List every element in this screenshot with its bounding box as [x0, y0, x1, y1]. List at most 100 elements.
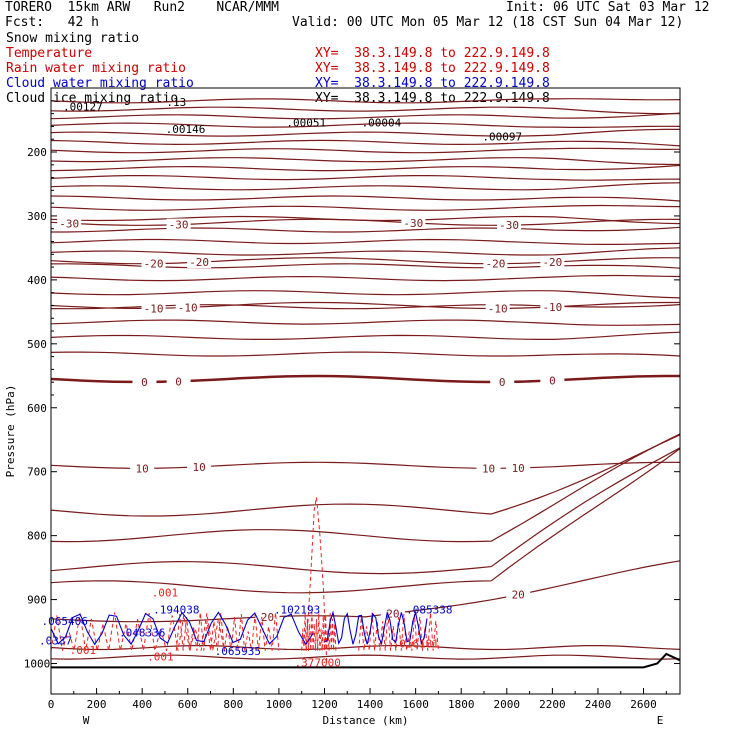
isotherm-line: [50, 274, 681, 282]
isotherm-label: -20: [189, 256, 209, 269]
y-tick-label: 400: [27, 274, 47, 287]
isotherm-label: 10: [136, 462, 149, 475]
isotherm-label-bg: [483, 257, 508, 270]
x-end-label-west: W: [83, 714, 90, 727]
isotherm-label: -30: [403, 217, 423, 230]
rain-value-label: .016181: [392, 638, 438, 651]
y-tick-label: 500: [27, 338, 47, 351]
isotherm-label: -10: [488, 302, 508, 315]
field-temperature: Temperature: [6, 46, 93, 61]
isotherm-layer: -30 -30 -30 -30 -20 -20 -20 -20 -10 -10 -10 -10 0 0 0 0…: [50, 98, 681, 660]
isotherm-line: [50, 434, 681, 517]
x-tick-label: 2400: [585, 698, 612, 711]
y-axis-label: Pressure (hPa): [4, 385, 17, 478]
isotherm-label-bg: [490, 375, 515, 388]
rain-value-label: .377000: [294, 657, 340, 670]
isotherm-line: [50, 247, 681, 256]
isotherm-line: [50, 112, 681, 120]
isotherm-label-bg: [166, 218, 191, 231]
plot-frame: [50, 87, 681, 695]
ice-value-label: .00146: [166, 123, 206, 136]
isotherm-line: [50, 351, 681, 357]
x-tick-label: 800: [223, 698, 243, 711]
field-rain-xy: XY= 38.3.149.8 to 222.9.149.8: [315, 61, 550, 76]
forecast-hour: Fcst: 42 h: [5, 15, 99, 30]
isotherm-label-bg: [57, 217, 82, 230]
isotherm-line: [51, 226, 681, 233]
isotherm-label-bg: [132, 375, 157, 388]
isotherm-label: -20: [485, 258, 505, 271]
isotherm-label-bg: [141, 257, 166, 270]
terrain-line: [51, 652, 681, 669]
rain-value-label: .001: [70, 644, 97, 657]
x-tick-label: 0: [48, 698, 55, 711]
rain-contour: [301, 612, 337, 651]
isotherm-label-bg: [187, 256, 212, 269]
isotherm-label-bg: [255, 610, 280, 623]
x-tick-label: 400: [132, 698, 152, 711]
cloud-water-contour: [324, 610, 428, 646]
isotherm-line: [50, 147, 681, 154]
field-cloud-water-xy: XY= 38.3.149.8 to 222.9.149.8: [315, 76, 550, 91]
init-time: Init: 06 UTC Sat 03 Mar 12: [506, 0, 710, 15]
isotherm-label-bg: [540, 374, 565, 387]
isotherm-10: [50, 461, 681, 469]
isotherm-line: [50, 195, 681, 202]
ice-value-label: .13: [166, 96, 186, 109]
cloud-water-value-label: .0337: [39, 634, 72, 647]
x-axis-label: Distance (km): [322, 714, 408, 727]
isotherm-label-bg: [130, 462, 155, 475]
isotherm-label: 0: [549, 374, 556, 387]
x-tick-label: 2600: [630, 698, 657, 711]
rain-contour: [50, 612, 225, 651]
rain-value-label: .001: [147, 650, 174, 663]
isotherm-label-bg: [401, 216, 426, 229]
isotherm-label: 0: [499, 376, 506, 389]
y-tick-label: 600: [27, 402, 47, 415]
isotherm-line: [50, 98, 681, 104]
y-tick-label: 700: [27, 466, 47, 479]
ice-value-label: .00051: [286, 116, 326, 129]
isotherm-label: 0: [141, 376, 148, 389]
field-temperature-xy: XY= 38.3.149.8 to 222.9.149.8: [315, 46, 550, 61]
isotherm-label: -10: [178, 301, 198, 314]
field-rain: Rain water mixing ratio: [6, 61, 187, 76]
isotherm-label-bg: [141, 302, 166, 315]
isotherm-label: -30: [59, 217, 79, 230]
x-tick-label: 1800: [448, 698, 475, 711]
isotherm-label: -20: [542, 256, 562, 269]
y-tick-label: 300: [27, 210, 47, 223]
isotherm-line: [50, 139, 681, 147]
isotherm-line: [50, 164, 681, 172]
x-tick-label: 1600: [402, 698, 429, 711]
y-tick-label: 800: [27, 530, 47, 543]
isotherm-label-bg: [485, 302, 510, 315]
rain-contour: [175, 612, 280, 651]
x-tick-label: 1200: [311, 698, 338, 711]
isotherm-label: 20: [386, 607, 399, 620]
field-snow: Snow mixing ratio: [6, 31, 140, 46]
isotherm-label-bg: [187, 460, 212, 473]
x-tick-label: 200: [87, 698, 107, 711]
isotherm-line: [50, 447, 681, 575]
cloud-water-value-label: .065406: [41, 615, 87, 628]
isotherm--30: [50, 218, 681, 226]
x-tick-label: 1000: [266, 698, 293, 711]
cloud-water-value-label: .102193: [274, 604, 320, 617]
model-title: TORERO 15km ARW Run2 NCAR/MMM: [5, 0, 279, 15]
isotherm-line: [50, 106, 680, 115]
cloud-water-value-label: .194038: [153, 604, 199, 617]
cloud-water-contour: [50, 611, 314, 646]
isotherm-label-bg: [506, 461, 531, 474]
ice-value-label: .00127: [63, 100, 103, 113]
x-end-label-east: E: [657, 714, 664, 727]
isotherm-line: [50, 128, 680, 137]
valid-time: Valid: 00 UTC Mon 05 Mar 12 (18 CST Sun …: [292, 15, 684, 30]
isotherm-label-bg: [166, 375, 191, 388]
isotherm-line: [50, 433, 681, 543]
isotherm-line: [50, 238, 681, 245]
cloud-water-value-label: .048336: [119, 627, 165, 640]
